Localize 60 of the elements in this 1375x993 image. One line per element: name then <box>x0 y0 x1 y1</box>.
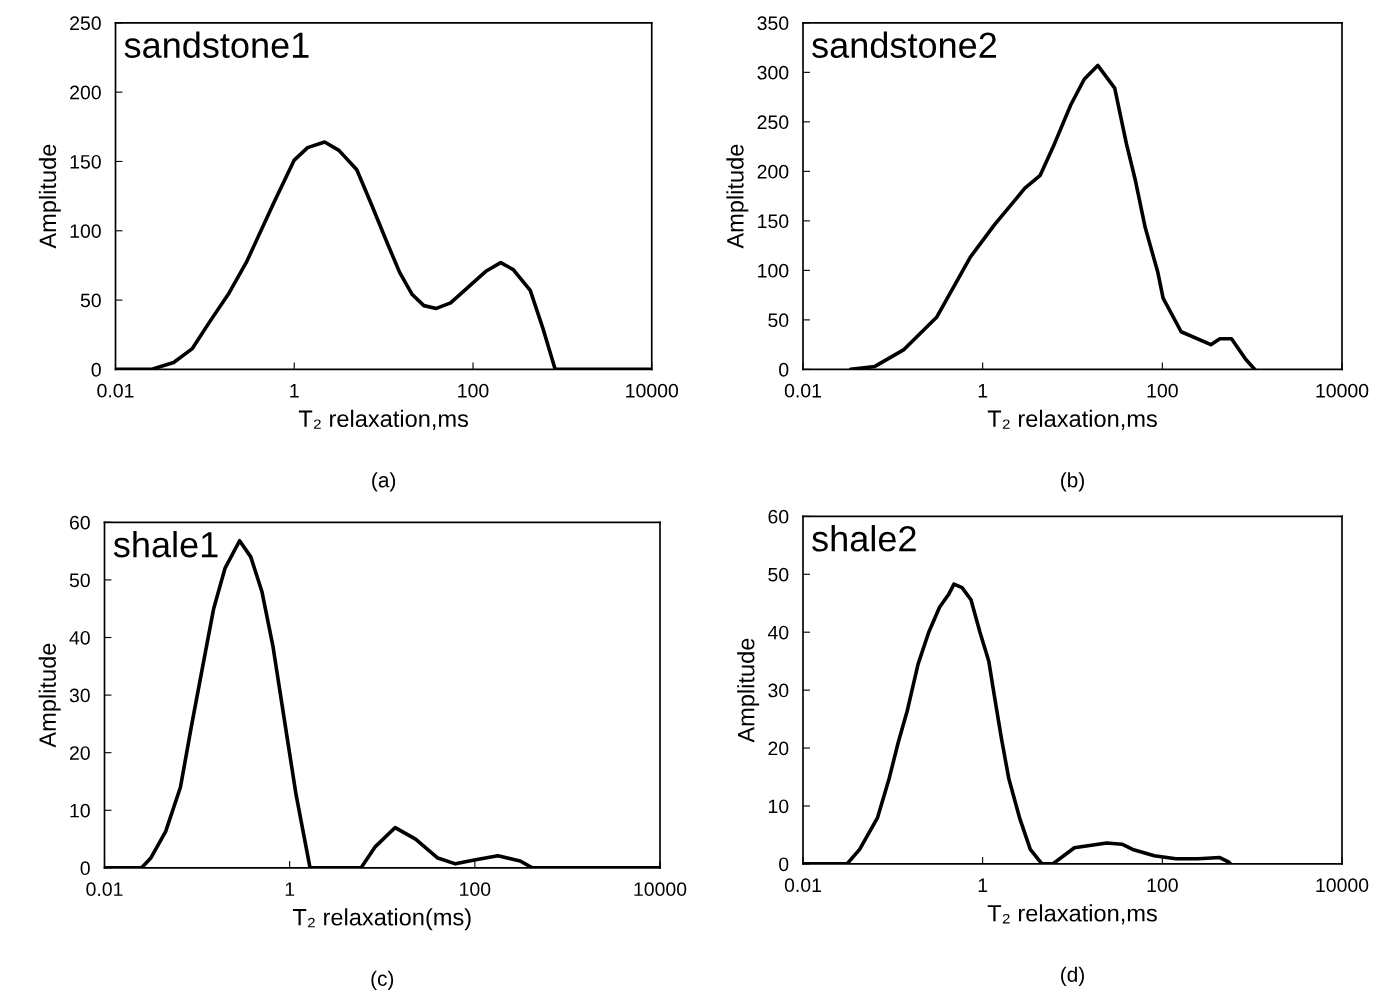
y-tick-label: 300 <box>757 65 789 80</box>
y-tick-label: 250 <box>757 115 789 130</box>
y-tick-label: 50 <box>768 313 789 328</box>
y-tick-label: 150 <box>70 154 101 169</box>
x-tick-label: 100 <box>460 882 491 897</box>
text: (a) <box>372 472 396 492</box>
y-axis-title: Amplitude <box>737 638 760 743</box>
x-tick-label: 0.01 <box>784 383 821 398</box>
y-axis-title: Amplitude <box>38 144 61 249</box>
text: (b) <box>1061 472 1084 492</box>
y-tick-label: 350 <box>757 16 789 31</box>
y-tick-label: 50 <box>80 293 101 308</box>
y-tick-label: 60 <box>768 509 789 524</box>
chart-title: sandstone1 <box>124 31 309 59</box>
y-tick-label: 0 <box>779 857 789 872</box>
x-axis-title: T₂ relaxation,ms <box>987 409 1157 430</box>
x-tick-label: 1 <box>285 882 295 896</box>
x-axis-title: T₂ relaxation,ms <box>298 409 469 430</box>
chart-title: shale2 <box>812 525 916 552</box>
y-tick-label: 20 <box>69 746 90 760</box>
x-tick-label: 100 <box>1147 878 1178 893</box>
chart-title: sandstone2 <box>812 31 996 59</box>
chart-title: shale1 <box>113 530 218 558</box>
y-tick-label: 10 <box>768 799 789 814</box>
x-axis-title: T₂ relaxation(ms) <box>292 908 471 931</box>
y-tick-label: 30 <box>69 688 90 703</box>
y-tick-label: 50 <box>69 573 90 588</box>
x-axis-title: T₂ relaxation,ms <box>987 904 1157 925</box>
y-tick-label: 250 <box>70 16 101 31</box>
x-tick-label: 10000 <box>634 882 687 897</box>
y-tick-label: 10 <box>70 803 90 818</box>
y-tick-label: 40 <box>767 625 789 640</box>
x-tick-label: 1 <box>978 878 988 892</box>
y-tick-label: 100 <box>70 224 101 239</box>
x-tick-label: 10000 <box>1316 383 1369 398</box>
y-tick-label: 0 <box>80 861 90 876</box>
y-tick-label: 0 <box>779 362 789 377</box>
x-tick-label: 100 <box>458 383 489 398</box>
y-tick-label: 60 <box>69 515 90 530</box>
x-tick-label: 10000 <box>1316 878 1369 893</box>
y-tick-label: 100 <box>758 263 789 278</box>
x-tick-label: 0.01 <box>784 878 821 893</box>
text: (d) <box>1061 966 1084 987</box>
x-tick-label: 1 <box>978 384 988 398</box>
y-tick-label: 50 <box>768 567 789 582</box>
x-tick-label: 10000 <box>626 383 679 398</box>
y-tick-label: 20 <box>768 741 789 756</box>
y-tick-label: 200 <box>70 85 101 100</box>
x-tick-label: 0.01 <box>86 882 123 897</box>
y-tick-label: 150 <box>758 214 789 229</box>
x-tick-label: 0.01 <box>97 383 134 398</box>
x-tick-label: 1 <box>290 384 299 398</box>
y-axis-title: Amplitude <box>38 643 61 748</box>
y-axis-title: Amplitude <box>726 144 749 249</box>
text: (c) <box>371 970 394 991</box>
y-tick-label: 30 <box>768 683 789 698</box>
y-tick-label: 40 <box>69 630 90 645</box>
y-tick-label: 200 <box>757 164 789 179</box>
x-tick-label: 100 <box>1147 383 1178 398</box>
y-tick-label: 0 <box>91 362 101 377</box>
